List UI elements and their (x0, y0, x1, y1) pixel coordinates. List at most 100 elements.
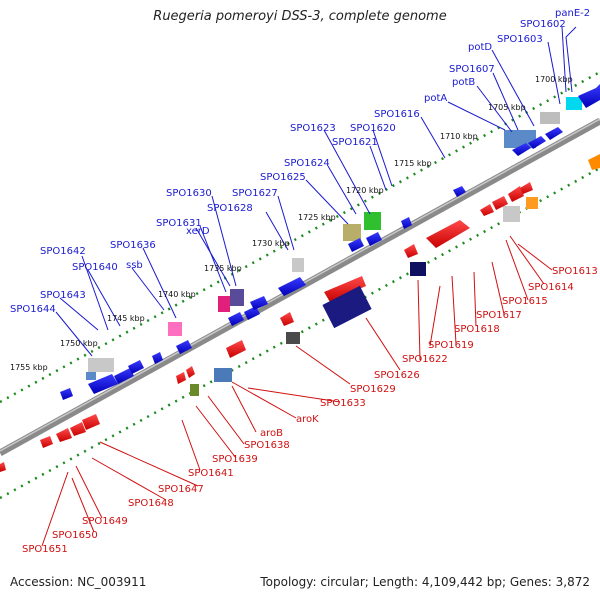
gene-feature (286, 332, 300, 344)
gene-feature (453, 186, 466, 197)
gene-label: SPO1639 (212, 454, 258, 465)
kbp-label: 1745 kbp (107, 314, 145, 323)
gene-feature (492, 196, 508, 210)
kbp-label: 1715 kbp (394, 159, 432, 168)
gene-label: SPO1633 (320, 398, 366, 409)
gene-label: SPO1603 (497, 34, 543, 45)
gene-label: SPO1640 (72, 262, 118, 273)
forward-strand-genes (60, 84, 600, 400)
upper-tick-track (0, 70, 600, 404)
gene-label: aroB (260, 428, 283, 439)
gene-feature (186, 366, 195, 378)
gene-feature (56, 428, 72, 442)
gene-feature (128, 360, 144, 374)
gene-label: xerD (186, 226, 210, 237)
gene-feature (528, 136, 546, 149)
kbp-label: 1725 kbp (298, 213, 336, 222)
gene-label: SPO1647 (158, 484, 204, 495)
gene-label: SPO1626 (374, 370, 420, 381)
kbp-label: 1710 kbp (440, 132, 478, 141)
gene-label: SPO1624 (284, 158, 330, 169)
gene-feature (176, 372, 186, 384)
gene-label: SPO1642 (40, 246, 86, 257)
gene-label: potA (424, 93, 447, 104)
gene-label: SPO1641 (188, 468, 234, 479)
accession-text: Accession: NC_003911 (10, 575, 147, 589)
gene-label: SPO1615 (502, 296, 548, 307)
gene-feature (88, 358, 114, 372)
gene-label: SPO1625 (260, 172, 306, 183)
gene-label: SPO1636 (110, 240, 156, 251)
kbp-label: 1730 kbp (252, 239, 290, 248)
gene-label: SPO1638 (244, 440, 290, 451)
gene-feature (60, 388, 73, 400)
gene-label: potD (468, 42, 492, 53)
gene-feature (503, 206, 520, 222)
gene-feature (588, 154, 600, 170)
gene-feature (114, 368, 134, 384)
gene-feature (504, 130, 536, 148)
gene-feature (366, 232, 382, 246)
gene-feature (226, 340, 246, 358)
gene-feature (566, 97, 582, 110)
gene-label: SPO1614 (528, 282, 574, 293)
gene-label: panE-2 (555, 8, 590, 19)
gene-feature (280, 312, 294, 326)
gene-feature (480, 204, 494, 216)
gene-feature (526, 197, 538, 209)
gene-feature (512, 143, 531, 156)
gene-label: SPO1648 (128, 498, 174, 509)
top-gene-labels: panE-2 SPO1602 SPO1603 potD SPO1607 potB… (10, 8, 590, 315)
kbp-tick-labels: 1700 kbp 1705 kbp 1710 kbp 1715 kbp 1720… (10, 75, 573, 372)
reverse-strand-genes (0, 154, 600, 472)
gene-feature (228, 312, 244, 326)
gene-feature (86, 372, 96, 380)
gene-label: SPO1617 (476, 310, 522, 321)
gene-label: potB (452, 77, 475, 88)
gene-feature (508, 186, 524, 202)
gene-feature (82, 414, 100, 430)
gene-label: SPO1651 (22, 544, 68, 555)
gene-feature (545, 127, 563, 140)
gene-feature (348, 238, 364, 252)
bottom-gene-labels: SPO1613 SPO1614 SPO1615 SPO1617 SPO1618 … (22, 266, 598, 555)
gene-feature (176, 340, 192, 354)
gene-label: SPO1621 (332, 137, 378, 148)
gene-label: SPO1627 (232, 188, 278, 199)
gene-label: ssb (126, 260, 143, 271)
gene-label: SPO1649 (82, 516, 128, 527)
gene-label: SPO1644 (10, 304, 56, 315)
gene-label: SPO1620 (350, 123, 396, 134)
gene-label: SPO1613 (552, 266, 598, 277)
gene-feature (70, 422, 86, 436)
gene-feature (364, 212, 381, 230)
gene-label: SPO1643 (40, 290, 86, 301)
kbp-label: 1740 kbp (158, 290, 196, 299)
gene-feature (324, 276, 366, 302)
bottom-leader-lines (41, 235, 553, 547)
gene-feature (168, 322, 182, 336)
gene-feature (343, 224, 361, 241)
gene-feature (40, 436, 53, 448)
genome-stats-text: Topology: circular; Length: 4,109,442 bp… (260, 575, 590, 589)
gene-feature (152, 352, 163, 364)
kbp-label: 1705 kbp (488, 103, 526, 112)
gene-feature (401, 217, 412, 229)
gene-feature (88, 374, 118, 394)
map-title: Ruegeria pomeroyi DSS-3, complete genome (153, 9, 447, 24)
gene-feature (426, 220, 470, 248)
gene-feature (404, 244, 418, 258)
gene-feature (0, 462, 6, 472)
gene-feature (520, 182, 533, 194)
gene-label: aroK (296, 414, 319, 425)
kbp-label: 1700 kbp (535, 75, 573, 84)
gene-feature (214, 368, 232, 382)
gene-label: SPO1623 (290, 123, 336, 134)
gene-feature (322, 285, 372, 329)
gene-feature (410, 262, 426, 276)
kbp-label: 1755 kbp (10, 363, 48, 372)
gene-feature (250, 296, 268, 310)
kbp-label: 1720 kbp (346, 186, 384, 195)
gene-label: SPO1631 (156, 218, 202, 229)
